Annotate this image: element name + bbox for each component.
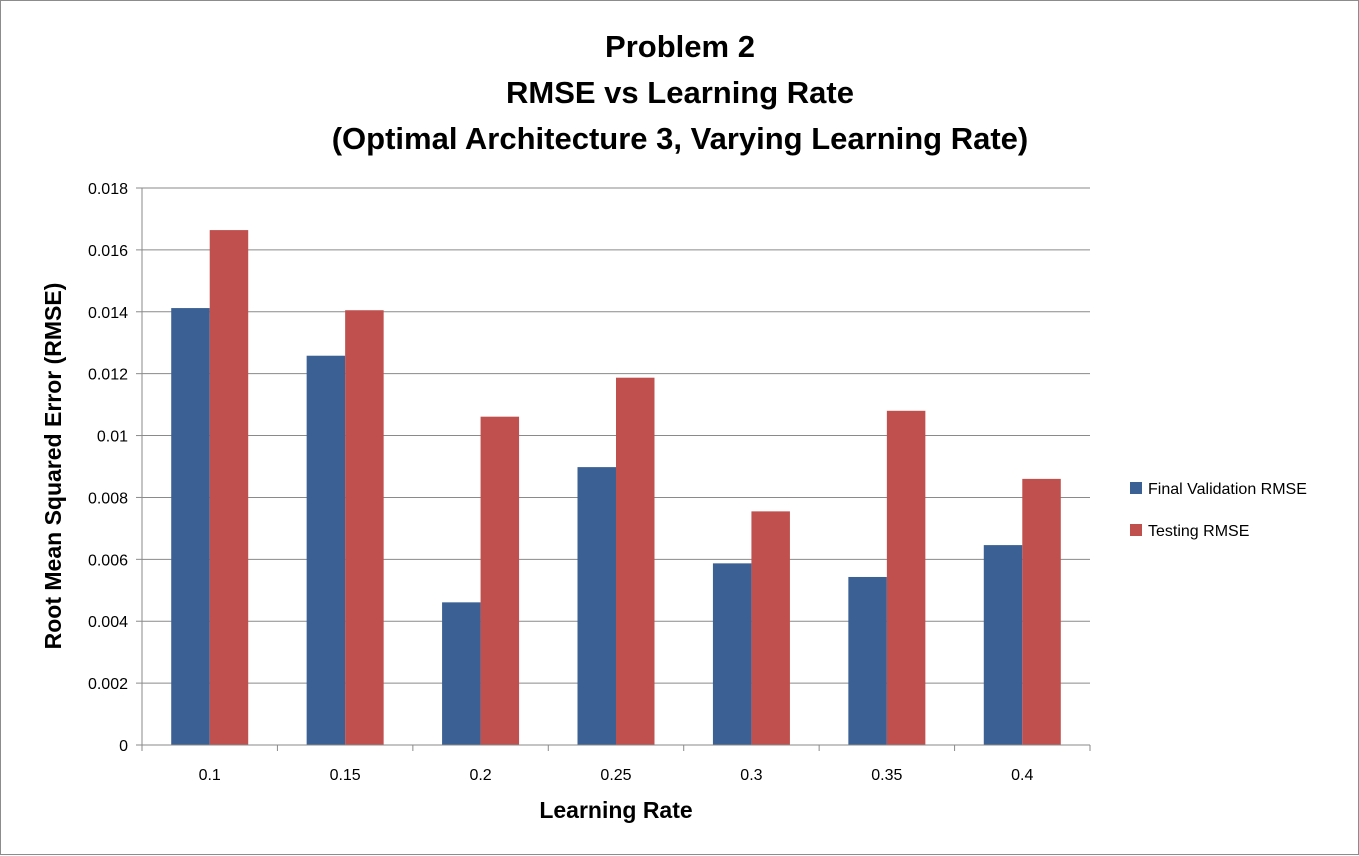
bar-testing-0.25 [616, 377, 655, 745]
legend: Final Validation RMSE Testing RMSE [1130, 481, 1307, 540]
bar-validation-0.2 [442, 602, 481, 745]
x-tick-label: 0.25 [600, 767, 631, 784]
x-tick-label: 0.2 [469, 767, 491, 784]
x-tick-label: 0.4 [1011, 767, 1033, 784]
x-tick-label: 0.3 [740, 767, 762, 784]
chart-title: Problem 2 RMSE vs Learning Rate (Optimal… [332, 29, 1029, 156]
legend-label: Final Validation RMSE [1148, 481, 1307, 498]
chart-title-line-1: Problem 2 [605, 29, 755, 64]
x-tick-label: 0.15 [330, 767, 361, 784]
bar-validation-0.15 [306, 355, 346, 745]
x-axis-label: Learning Rate [539, 797, 692, 823]
y-tick-label: 0.002 [88, 676, 128, 693]
legend-swatch [1130, 524, 1142, 536]
bars [171, 230, 1061, 745]
bar-testing-0.1 [209, 230, 249, 745]
y-tick-label: 0.014 [88, 305, 128, 322]
legend-label: Testing RMSE [1148, 523, 1249, 540]
bar-validation-0.1 [171, 308, 210, 745]
bar-testing-0.4 [1022, 478, 1061, 745]
bar-testing-0.15 [345, 310, 384, 745]
bar-validation-0.25 [577, 467, 616, 745]
y-tick-label: 0.006 [88, 552, 128, 569]
y-tick-label: 0.018 [88, 181, 128, 198]
y-tick-labels: 0 0.002 0.004 0.006 0.008 0.01 0.012 0.014 0.016… [88, 181, 128, 755]
x-tick-labels: 0.1 0.15 0.2 0.25 0.3 0.35 0.4 [199, 767, 1034, 784]
y-tick-label: 0.01 [97, 429, 128, 446]
y-tick-label: 0.016 [88, 243, 128, 260]
bar-validation-0.3 [712, 563, 752, 745]
x-tick-label: 0.35 [871, 767, 902, 784]
legend-swatch [1130, 482, 1142, 494]
bar-testing-0.35 [886, 410, 926, 745]
y-tick-label: 0 [119, 738, 128, 755]
chart-title-line-3: (Optimal Architecture 3, Varying Learnin… [332, 121, 1029, 156]
y-axis-label: Root Mean Squared Error (RMSE) [40, 283, 66, 650]
bar-validation-0.4 [983, 545, 1023, 745]
y-tick-label: 0.008 [88, 490, 128, 507]
bar-testing-0.2 [480, 416, 520, 745]
bar-validation-0.35 [848, 576, 887, 745]
y-tick-label: 0.012 [88, 367, 128, 384]
x-tick-label: 0.1 [199, 767, 221, 784]
axes [136, 187, 1091, 751]
y-tick-label: 0.004 [88, 614, 128, 631]
bar-testing-0.3 [751, 511, 790, 745]
chart-title-line-2: RMSE vs Learning Rate [506, 75, 854, 110]
